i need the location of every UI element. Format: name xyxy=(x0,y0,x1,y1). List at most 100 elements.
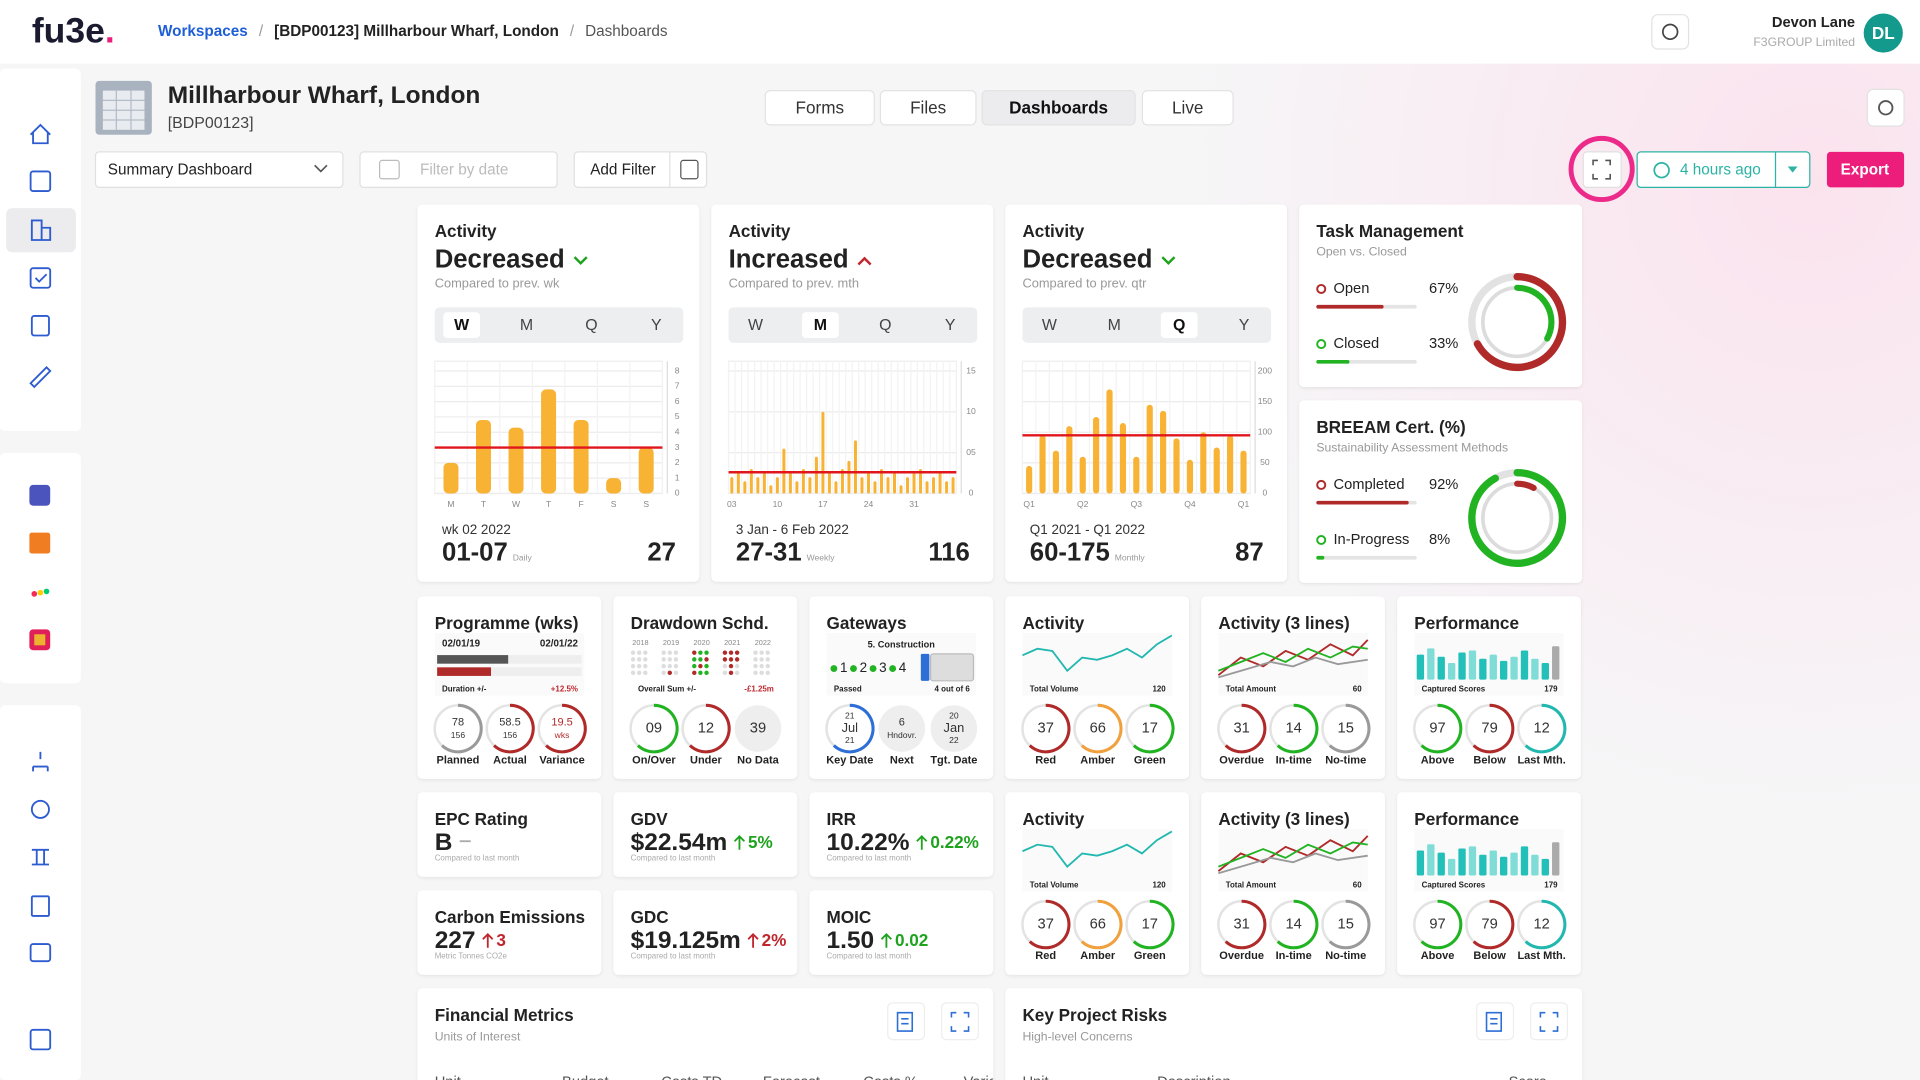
period-selected[interactable] xyxy=(443,312,480,338)
gauge-arc xyxy=(1080,703,1123,754)
mini-bar xyxy=(1458,652,1466,680)
report-icon[interactable] xyxy=(29,170,52,192)
calendar-icon xyxy=(378,159,400,180)
period-selected[interactable] xyxy=(802,312,839,338)
mini-dot xyxy=(765,650,770,655)
mini-caption: Total Amount xyxy=(1226,684,1277,693)
period-option[interactable]: W xyxy=(748,317,763,334)
mini-text: 02/01/19 xyxy=(442,639,481,650)
tab-label[interactable]: Forms xyxy=(796,98,845,118)
period-option[interactable]: M xyxy=(520,317,533,334)
gauge-arc xyxy=(545,703,587,754)
tab[interactable] xyxy=(1141,90,1234,126)
x-tick-label: 24 xyxy=(864,499,874,509)
tab-label[interactable]: Live xyxy=(1172,98,1203,118)
filter-button[interactable] xyxy=(887,1002,926,1041)
h-app[interactable] xyxy=(29,532,51,554)
step-label: 1 xyxy=(840,660,847,675)
mini-bar xyxy=(1489,654,1497,680)
period-option[interactable]: M xyxy=(814,317,827,334)
filter-button[interactable] xyxy=(1476,1002,1515,1041)
tab-label[interactable]: Dashboards xyxy=(1009,98,1108,118)
tab[interactable] xyxy=(981,90,1136,126)
avatar[interactable] xyxy=(1863,13,1903,53)
home-icon[interactable] xyxy=(29,123,51,145)
period-option[interactable]: Y xyxy=(1239,317,1250,334)
step-dot xyxy=(850,665,857,672)
period-option[interactable]: M xyxy=(1108,317,1121,334)
user-org: F3GROUP Limited xyxy=(1753,35,1855,49)
mini-dot xyxy=(728,670,734,676)
tab[interactable] xyxy=(764,90,875,126)
building-icon[interactable] xyxy=(30,895,50,917)
breadcrumb-item[interactable]: Dashboards xyxy=(585,23,668,40)
step-dot xyxy=(869,665,877,672)
task-icon[interactable] xyxy=(29,267,52,289)
period-option[interactable]: Y xyxy=(945,317,956,334)
gauge-arc xyxy=(1420,899,1463,950)
org-icon[interactable] xyxy=(32,751,49,772)
mini-dot xyxy=(704,657,709,662)
export-button[interactable] xyxy=(1826,151,1905,188)
structure-icon[interactable] xyxy=(31,848,49,866)
gauge-label: No-time xyxy=(1325,754,1366,766)
card-title: Carbon Emissions xyxy=(435,907,585,927)
change-arrow xyxy=(747,932,759,948)
period-option[interactable]: W xyxy=(454,317,469,334)
gauge-arc xyxy=(1420,703,1463,754)
pen-icon[interactable] xyxy=(29,366,52,389)
monday-app[interactable] xyxy=(31,588,50,597)
gauge-text: 58.5 xyxy=(499,716,520,728)
change-arrow xyxy=(733,835,746,850)
period-selected[interactable] xyxy=(1160,312,1198,338)
updated-button[interactable] xyxy=(1636,151,1811,188)
period-option[interactable]: W xyxy=(1042,317,1057,334)
mini-dot xyxy=(704,670,709,676)
breadcrumb-item[interactable]: [BDP00123] Millharbour Wharf, London xyxy=(274,23,559,40)
settings-button[interactable] xyxy=(1866,88,1905,127)
y-tick-label: 6 xyxy=(675,396,680,406)
gauge-text: 156 xyxy=(503,730,518,740)
card-subtitle: Units of Interest xyxy=(435,1029,521,1043)
filter-placeholder: Filter by date xyxy=(420,161,508,178)
add-filter-button[interactable] xyxy=(573,151,708,188)
x-tick-label: 17 xyxy=(818,499,828,509)
tab[interactable] xyxy=(879,90,977,126)
kpi-note: Compared to last month xyxy=(631,853,716,862)
gauge-text: 21 xyxy=(845,711,855,721)
export-label[interactable]: Export xyxy=(1841,161,1889,178)
period-option[interactable]: Q xyxy=(1173,317,1185,334)
period-option[interactable]: Q xyxy=(585,317,597,334)
sidebar-icons[interactable] xyxy=(29,123,52,1051)
mini-bar xyxy=(1479,854,1487,876)
doc-icon[interactable] xyxy=(30,315,50,337)
teams-app[interactable] xyxy=(29,484,51,506)
period-option[interactable]: Y xyxy=(651,317,662,334)
gauge-label: No Data xyxy=(737,754,779,766)
gauge-text: 79 xyxy=(1481,720,1497,736)
y-tick-label: 150 xyxy=(1258,396,1273,406)
mini-bar xyxy=(1531,658,1539,680)
gauge-arc xyxy=(440,703,483,754)
building-icon[interactable] xyxy=(30,219,52,241)
expand-button[interactable] xyxy=(1582,151,1622,188)
date-filter[interactable] xyxy=(359,151,558,188)
gauge-arc xyxy=(1224,703,1267,754)
help-icon[interactable] xyxy=(29,1028,52,1051)
mini-dot xyxy=(661,657,666,662)
dashboard-select[interactable] xyxy=(94,151,344,188)
add-filter-label[interactable]: Add Filter xyxy=(590,161,655,178)
updated-label[interactable]: 4 hours ago xyxy=(1680,161,1761,178)
y-tick-label: 4 xyxy=(675,427,680,437)
expand-button[interactable] xyxy=(1530,1002,1568,1041)
view-button[interactable] xyxy=(1651,14,1690,50)
gallery-icon[interactable] xyxy=(29,943,52,963)
period-option[interactable]: Q xyxy=(879,317,891,334)
group-icon[interactable] xyxy=(30,799,50,819)
expand-button[interactable] xyxy=(941,1002,979,1041)
bar xyxy=(808,477,812,494)
gauge-label: Variance xyxy=(539,754,584,766)
tab-label[interactable]: Files xyxy=(910,98,946,118)
mini-caption-value: 120 xyxy=(1152,684,1166,693)
breadcrumb-item[interactable]: Workspaces xyxy=(158,23,248,40)
